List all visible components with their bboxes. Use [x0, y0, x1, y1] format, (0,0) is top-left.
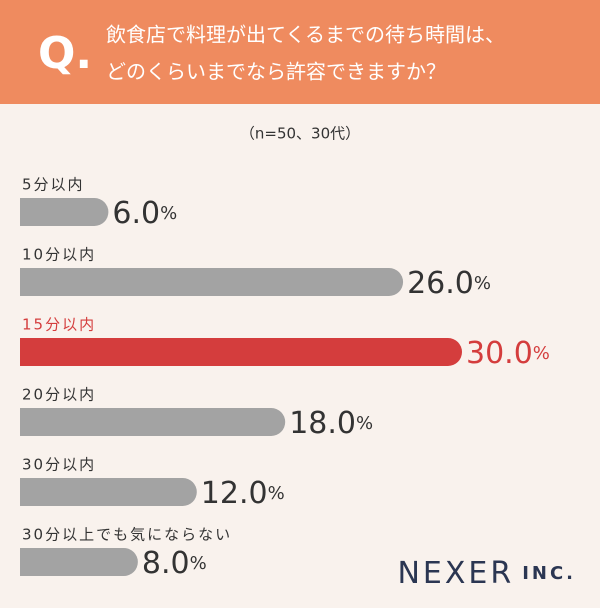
value-number: 8.0	[142, 546, 190, 581]
category-label: 30分以上でも気にならない	[22, 526, 232, 544]
bar-left-edge	[20, 338, 34, 366]
bar	[20, 338, 462, 366]
bar-left-edge	[20, 478, 34, 506]
bar	[20, 198, 109, 226]
category-label: 30分以内	[22, 456, 96, 474]
value-number: 26.0	[407, 266, 474, 301]
bar	[20, 268, 404, 296]
question-line: どのくらいまでなら許容できますか？	[106, 60, 446, 84]
subtitle: （n=50、30代）	[240, 125, 360, 143]
value-number: 12.0	[201, 476, 268, 511]
value-number: 18.0	[289, 406, 356, 441]
category-label: 15分以内	[22, 316, 96, 334]
value-number: 6.0	[112, 196, 160, 231]
header-band	[0, 0, 600, 104]
value-unit: %	[190, 553, 207, 574]
value-label: 26.0%	[407, 266, 491, 301]
value-unit: %	[268, 483, 285, 504]
logo: NEXER INC.	[397, 556, 576, 591]
category-label: 20分以内	[22, 386, 96, 404]
q-mark: Q.	[38, 28, 92, 79]
bar	[20, 408, 286, 436]
value-unit: %	[533, 343, 550, 364]
value-unit: %	[356, 413, 373, 434]
value-label: 6.0%	[112, 196, 177, 231]
category-label: 10分以内	[22, 246, 96, 264]
bar-left-edge	[20, 198, 34, 226]
bar	[20, 548, 138, 576]
value-label: 30.0%	[466, 336, 550, 371]
bar-left-edge	[20, 268, 34, 296]
value-label: 18.0%	[289, 406, 373, 441]
value-label: 8.0%	[142, 546, 207, 581]
logo-name: NEXER	[397, 556, 514, 591]
value-number: 30.0	[466, 336, 533, 371]
bar-left-edge	[20, 408, 34, 436]
value-unit: %	[160, 203, 177, 224]
bar-left-edge	[20, 548, 34, 576]
category-label: 5分以内	[22, 176, 85, 194]
value-unit: %	[474, 273, 491, 294]
logo-suffix: INC.	[522, 563, 576, 584]
value-label: 12.0%	[201, 476, 285, 511]
bar	[20, 478, 197, 506]
question-line: 飲食店で料理が出てくるまでの待ち時間は、	[106, 23, 505, 47]
